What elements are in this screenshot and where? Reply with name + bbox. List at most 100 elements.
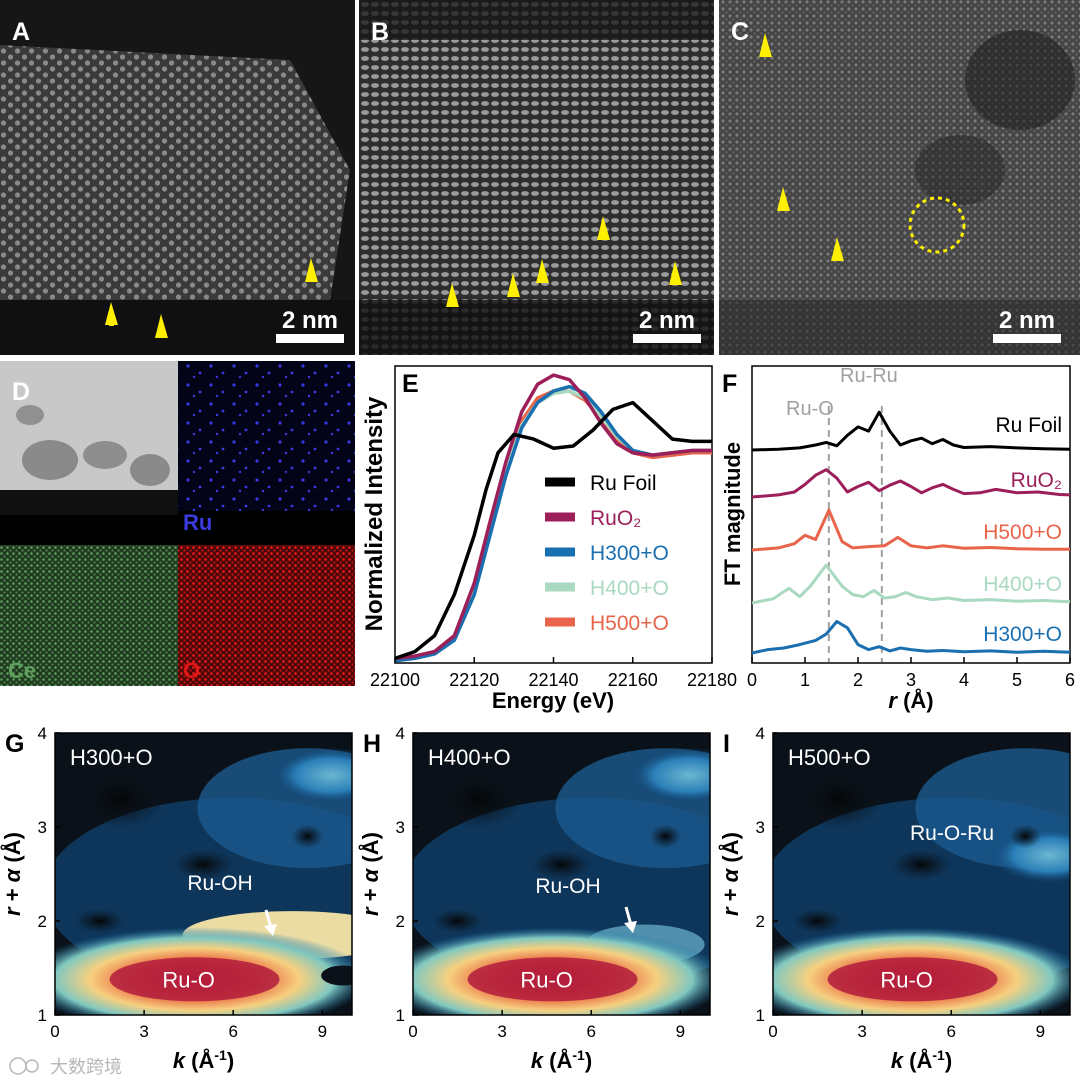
y-tick-label: 4 [396, 724, 405, 743]
x-tick-label: 5 [1012, 670, 1022, 690]
arrow-icon [597, 216, 610, 240]
x-tick-label: 22100 [370, 670, 420, 690]
y-tick-label: 2 [38, 912, 47, 931]
x-tick-label: 1 [800, 670, 810, 690]
y-tick-label: 4 [756, 724, 765, 743]
panel-e-label: E [402, 370, 419, 398]
panel-i-label: I [723, 730, 730, 758]
arrow-icon [669, 261, 682, 285]
scale-bar [993, 334, 1061, 343]
o-map [178, 545, 355, 686]
series-line-ru-foil [751, 410, 1071, 452]
legend-label: H400+O [590, 577, 669, 600]
y-axis-label: r + α (Å) [357, 832, 383, 916]
x-axis-label: r (Å) [888, 687, 933, 713]
arrow-icon [264, 909, 277, 936]
x-tick-label: 3 [139, 1022, 148, 1041]
ru-map-label: Ru [183, 510, 212, 535]
series-label: H300+O [983, 623, 1062, 646]
scale-bar-label: 2 nm [639, 307, 695, 334]
panel-g-label: G [5, 730, 24, 758]
ru-o-label: Ru-O [880, 967, 933, 992]
arrow-icon [105, 302, 118, 326]
x-tick-label: 22180 [687, 670, 737, 690]
heatmap-title: H300+O [70, 745, 153, 770]
y-tick-label: 2 [756, 912, 765, 931]
legend-label: Ru Foil [590, 472, 657, 495]
x-tick-label: 6 [228, 1022, 237, 1041]
series-line-ruo- [751, 468, 1071, 499]
arrow-icon [777, 187, 790, 211]
series-line-ruo- [394, 373, 712, 661]
series-line-h500-o [751, 508, 1070, 552]
legend-label: H500+O [590, 612, 669, 635]
x-tick-label: 22140 [528, 670, 578, 690]
y-axis-label: r + α (Å) [717, 832, 743, 916]
watermark: 大数跨境 [9, 1057, 122, 1077]
arrow-icon [759, 33, 772, 57]
ru-o-label: Ru-O [520, 967, 573, 992]
x-tick-label: 0 [408, 1022, 417, 1041]
y-tick-label: 2 [396, 912, 405, 931]
x-tick-label: 3 [906, 670, 916, 690]
x-tick-label: 3 [857, 1022, 866, 1041]
panel-f-label: F [722, 370, 737, 398]
panel-h-label: H [363, 730, 381, 758]
ru-map [178, 361, 355, 511]
y-tick-label: 3 [38, 818, 47, 837]
panel-a-label: A [12, 18, 30, 46]
series-label: RuO₂ [1011, 469, 1062, 492]
x-tick-label: 6 [946, 1022, 955, 1041]
panel-d-eds-maps: D Ru Ce O [0, 361, 355, 686]
highlight-circle [908, 196, 966, 254]
x-tick-label: 2 [853, 670, 863, 690]
x-tick-label: 22120 [449, 670, 499, 690]
y-axis-label: Normalized Intensity [361, 396, 388, 631]
y-axis-label: FT magnitude [720, 442, 745, 586]
plot-frame [772, 732, 1071, 1016]
y-tick-label: 1 [756, 1006, 765, 1025]
y-tick-label: 3 [756, 818, 765, 837]
series-label: H500+O [983, 521, 1062, 544]
panel-c-label: C [731, 18, 749, 46]
heatmap-title: H500+O [788, 745, 871, 770]
series-label: Ru Foil [995, 414, 1062, 437]
panel-e-xanes-chart: E 22100 22120 22140 22160 22180 Ru Foil RuO₂ H… [361, 365, 737, 713]
legend-label: RuO₂ [590, 507, 641, 530]
plot-frame [751, 365, 1071, 664]
o-map-label: O [183, 658, 200, 683]
x-tick-label: 22160 [608, 670, 658, 690]
x-axis-label: Energy (eV) [492, 688, 614, 713]
plot-frame [54, 732, 353, 1016]
arrow-icon [624, 906, 637, 933]
scale-bar [276, 334, 344, 343]
arrow-icon [536, 259, 549, 283]
y-tick-label: 4 [38, 724, 47, 743]
annotation-label: Ru-OH [187, 872, 252, 895]
ce-map [0, 545, 178, 686]
legend-label: H300+O [590, 542, 669, 565]
x-tick-label: 4 [959, 670, 969, 690]
x-tick-label: 9 [318, 1022, 327, 1041]
panel-c-stem-image: C 2 nm [719, 0, 1080, 355]
ru-ru-annotation: Ru-Ru [840, 365, 898, 387]
y-tick-label: 3 [396, 818, 405, 837]
haadf-map [0, 361, 178, 511]
watermark-logo-icon [9, 1057, 27, 1075]
series-line-h400-o [751, 563, 1071, 605]
scale-bar-label: 2 nm [282, 307, 338, 334]
panel-a-stem-image: A 2 nm [0, 0, 355, 355]
panel-b-stem-image: B 2 nm [359, 0, 714, 355]
y-axis-label: r + α (Å) [0, 832, 25, 916]
arrow-icon [155, 314, 168, 338]
heatmap-title: H400+O [428, 745, 511, 770]
x-tick-label: 6 [1065, 670, 1075, 690]
x-axis-label: k (Å-1) [891, 1047, 952, 1073]
ce-map-label: Ce [8, 658, 36, 683]
panel-b-label: B [371, 18, 389, 46]
x-tick-label: 9 [676, 1022, 685, 1041]
ru-o-annotation: Ru-O [786, 398, 834, 420]
arrow-icon [446, 283, 459, 307]
